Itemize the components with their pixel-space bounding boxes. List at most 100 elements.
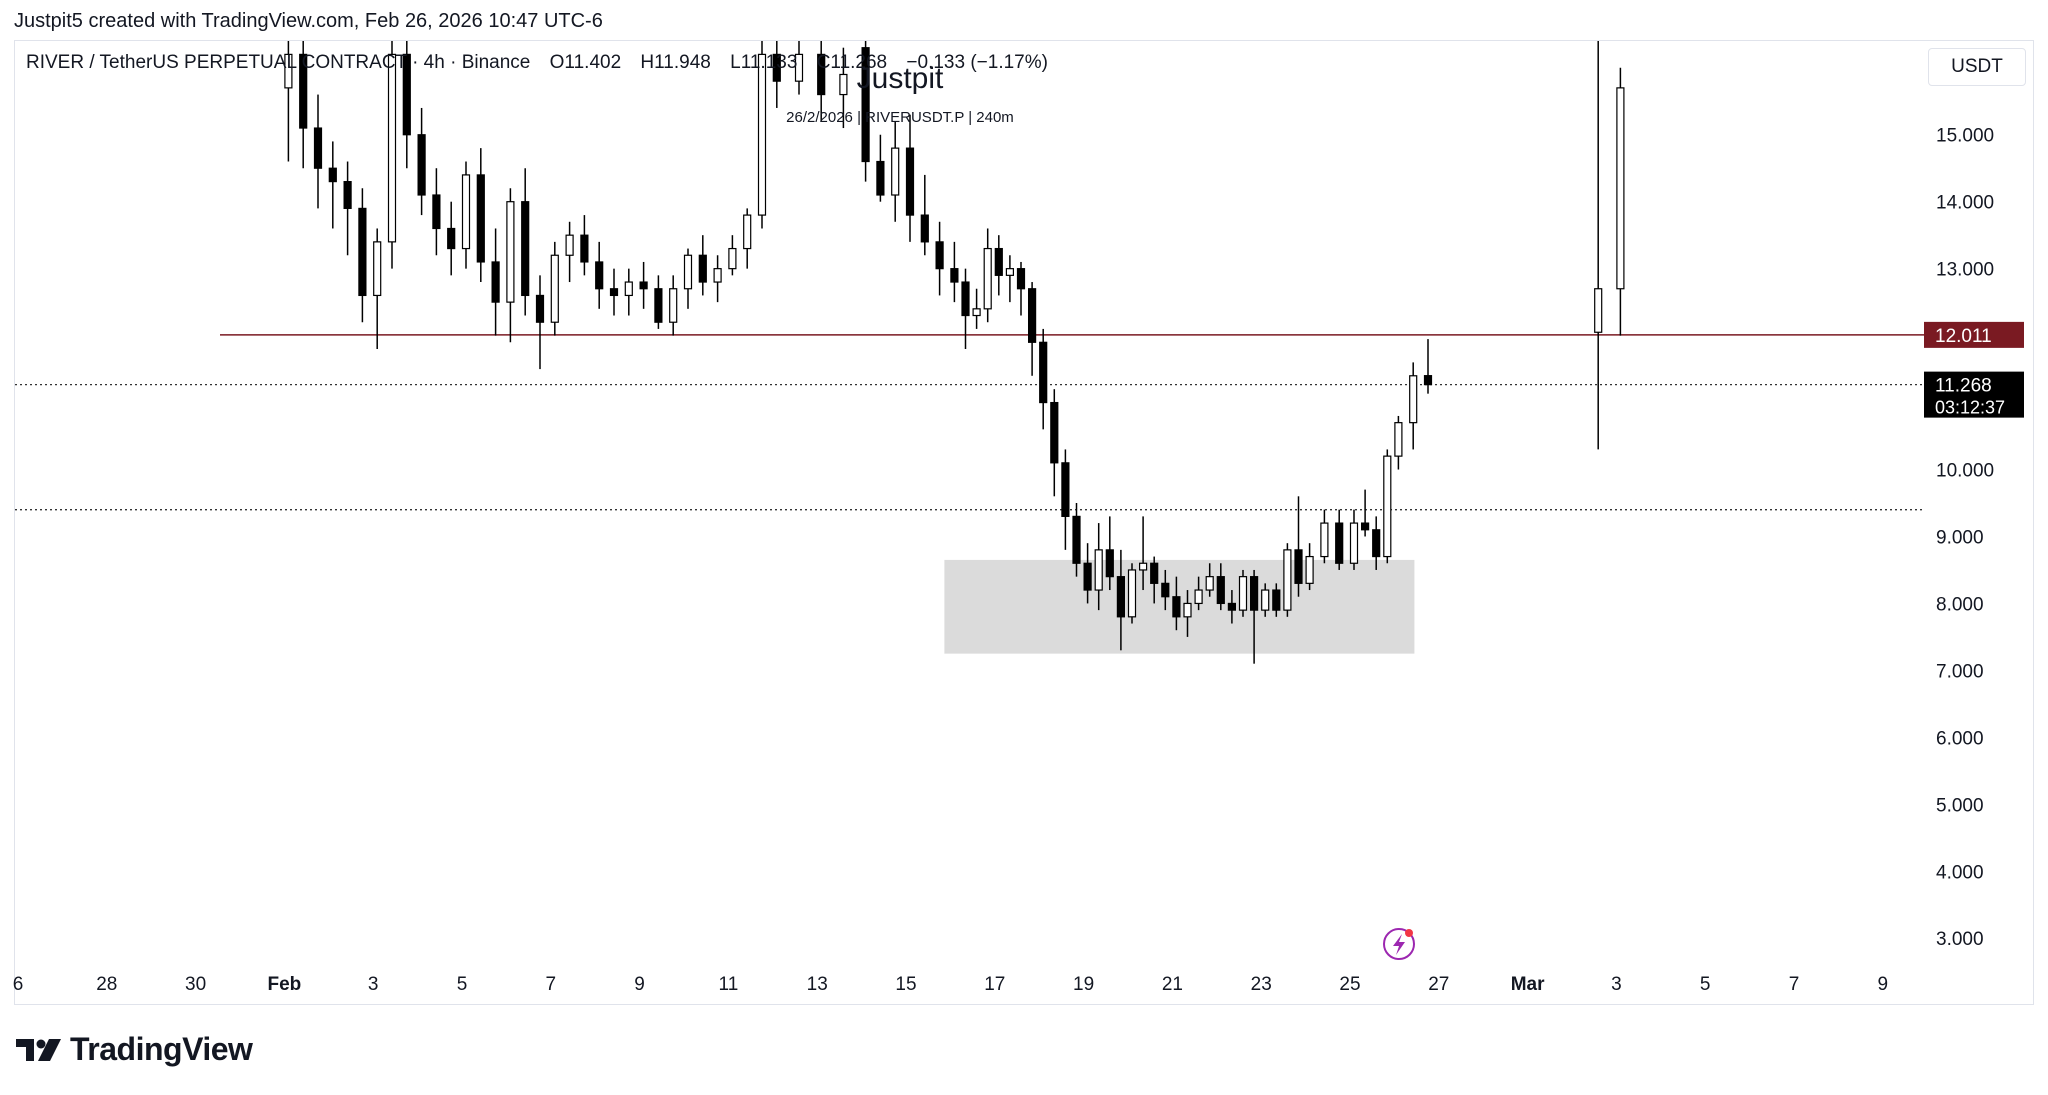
last-price-price-label-bg bbox=[1924, 371, 2024, 418]
candle-down bbox=[521, 201, 530, 297]
candle-up bbox=[624, 281, 633, 297]
y-tick-label: 3.000 bbox=[1936, 929, 1984, 950]
candle-down bbox=[876, 160, 885, 196]
legend-high: H11.948 bbox=[640, 52, 711, 73]
y-tick-label: 14.000 bbox=[1936, 193, 1994, 214]
legend-low: L11.133 bbox=[730, 52, 798, 73]
candle-down bbox=[1116, 576, 1126, 618]
x-tick-label: 9 bbox=[634, 974, 645, 995]
candle-down bbox=[1105, 549, 1114, 578]
currency-button[interactable]: USDT bbox=[1928, 48, 2026, 86]
candle-up bbox=[794, 53, 804, 82]
candle-down bbox=[535, 294, 545, 323]
candle-down bbox=[1016, 268, 1026, 290]
y-tick-label: 13.000 bbox=[1936, 260, 1994, 281]
candle-down bbox=[580, 234, 589, 263]
candle-up bbox=[1283, 549, 1292, 611]
last-price-countdown-label: 03:12:37 bbox=[1935, 398, 2005, 418]
candle-up bbox=[757, 53, 767, 216]
candle-up bbox=[1616, 87, 1625, 290]
candle-up bbox=[972, 308, 981, 317]
x-tick-label: 9 bbox=[1878, 974, 1889, 995]
candle-down bbox=[1335, 522, 1344, 564]
candle-down bbox=[935, 241, 944, 270]
candle-up bbox=[743, 214, 752, 250]
candle-down bbox=[1050, 401, 1059, 464]
y-tick-label: 15.000 bbox=[1936, 126, 1994, 147]
candle-down bbox=[1216, 576, 1225, 605]
x-tick-label: 23 bbox=[1251, 974, 1272, 995]
x-tick-label: 19 bbox=[1073, 974, 1094, 995]
candle-down bbox=[654, 288, 663, 323]
candle-up bbox=[891, 147, 900, 196]
candle-up bbox=[1127, 569, 1137, 618]
candle-up bbox=[387, 53, 397, 243]
candle-down bbox=[994, 247, 1003, 276]
candle-down bbox=[698, 254, 707, 283]
candle-down bbox=[358, 207, 367, 297]
candle-down bbox=[1039, 341, 1048, 404]
candle-down bbox=[476, 174, 485, 263]
tradingview-logo[interactable]: TradingView bbox=[16, 1030, 253, 1067]
candle-up bbox=[839, 73, 848, 96]
candle-up bbox=[1183, 602, 1192, 618]
symbol-legend: RIVER / TetherUS PERPETUAL CONTRACT · 4h… bbox=[26, 52, 1062, 74]
candle-up bbox=[284, 53, 293, 89]
legend-symbol[interactable]: RIVER / TetherUS PERPETUAL CONTRACT · 4h… bbox=[26, 52, 531, 73]
candle-up bbox=[1005, 268, 1015, 276]
candle-up bbox=[1349, 522, 1359, 564]
candle-down bbox=[1083, 562, 1092, 591]
candle-up bbox=[1320, 522, 1329, 558]
candle-down bbox=[1161, 582, 1170, 598]
candle-down bbox=[1027, 288, 1037, 343]
y-tick-label: 10.000 bbox=[1936, 461, 1994, 482]
x-tick-label: 11 bbox=[719, 974, 739, 995]
candle-down bbox=[1423, 375, 1433, 386]
x-tick-label: 27 bbox=[1428, 974, 1449, 995]
tradingview-logo-text: TradingView bbox=[70, 1030, 253, 1067]
candle-up bbox=[1383, 455, 1392, 558]
x-tick-label: 28 bbox=[96, 974, 117, 995]
candle-up bbox=[565, 234, 574, 256]
last-price-price-label: 11.268 bbox=[1935, 376, 1992, 397]
y-tick-label: 6.000 bbox=[1936, 728, 1984, 749]
candle-down bbox=[1061, 462, 1070, 517]
resistance-price-label: 12.011 bbox=[1935, 326, 1992, 347]
legend-open: O11.402 bbox=[549, 52, 622, 73]
candle-down bbox=[1172, 596, 1181, 618]
candle-down bbox=[639, 281, 648, 290]
alert-icon[interactable] bbox=[1383, 928, 1415, 960]
candle-up bbox=[1394, 422, 1403, 457]
candle-up bbox=[1238, 576, 1248, 611]
candle-down bbox=[417, 134, 426, 196]
candle-down bbox=[402, 53, 411, 136]
candle-up bbox=[550, 254, 559, 323]
resistance-price-label-bg bbox=[1924, 321, 2024, 348]
legend-change: −0.133 (−1.17%) bbox=[906, 52, 1048, 73]
x-tick-label: 30 bbox=[185, 974, 206, 995]
candle-down bbox=[1249, 576, 1259, 611]
candle-down bbox=[1294, 549, 1303, 584]
candle-up bbox=[461, 174, 471, 250]
candle-down bbox=[1150, 562, 1159, 584]
x-tick-label: 25 bbox=[1339, 974, 1360, 995]
candle-down bbox=[1360, 522, 1370, 531]
alert-icon-bolt bbox=[1393, 934, 1405, 955]
candle-down bbox=[1072, 515, 1081, 564]
candle-down bbox=[961, 281, 970, 317]
x-tick-label: 3 bbox=[1611, 974, 1622, 995]
candle-up bbox=[683, 254, 693, 290]
candle-up bbox=[1138, 562, 1148, 571]
candle-down bbox=[1272, 589, 1281, 611]
x-tick-label: 7 bbox=[546, 974, 557, 995]
candle-up bbox=[669, 288, 678, 323]
x-tick-label: 6 bbox=[13, 974, 24, 995]
candle-down bbox=[817, 53, 826, 96]
x-tick-label: 21 bbox=[1162, 974, 1183, 995]
candle-down bbox=[1372, 529, 1381, 558]
tradingview-logo-icon bbox=[16, 1039, 61, 1061]
candle-down bbox=[1227, 602, 1237, 611]
watermark-subtitle: 26/2/2026 | RIVERUSDT.P | 240m bbox=[786, 109, 1014, 126]
candle-up bbox=[373, 241, 382, 297]
